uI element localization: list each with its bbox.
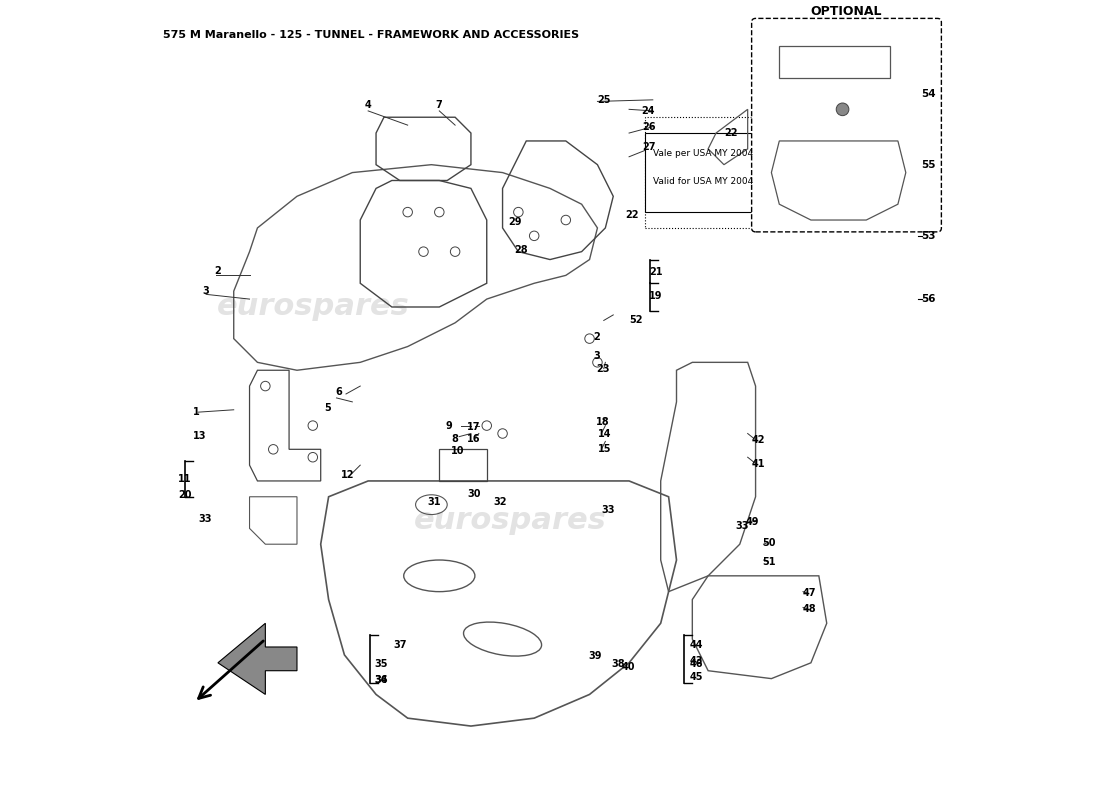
Text: 27: 27 bbox=[642, 142, 656, 152]
Text: 12: 12 bbox=[341, 470, 354, 480]
Text: 3: 3 bbox=[594, 351, 601, 361]
Text: Valid for USA MY 2004: Valid for USA MY 2004 bbox=[652, 177, 754, 186]
Text: 44: 44 bbox=[690, 641, 703, 650]
Text: 28: 28 bbox=[515, 245, 528, 255]
Text: 2: 2 bbox=[594, 332, 601, 342]
Text: 2: 2 bbox=[214, 266, 221, 277]
Text: 50: 50 bbox=[762, 538, 776, 548]
Text: 39: 39 bbox=[588, 651, 602, 662]
Text: 51: 51 bbox=[762, 557, 776, 566]
Text: 52: 52 bbox=[629, 314, 642, 325]
Text: 16: 16 bbox=[468, 434, 481, 444]
Text: 36: 36 bbox=[374, 675, 388, 686]
Text: 10: 10 bbox=[451, 446, 464, 456]
Text: eurospares: eurospares bbox=[414, 506, 607, 535]
Text: 56: 56 bbox=[922, 294, 936, 304]
Text: 55: 55 bbox=[922, 160, 936, 170]
Polygon shape bbox=[218, 623, 297, 694]
Text: 49: 49 bbox=[746, 517, 760, 527]
Text: 31: 31 bbox=[428, 498, 441, 507]
Text: 43: 43 bbox=[690, 656, 703, 666]
Text: eurospares: eurospares bbox=[217, 293, 409, 322]
Text: 32: 32 bbox=[493, 498, 507, 507]
Text: 24: 24 bbox=[641, 106, 654, 116]
Text: 47: 47 bbox=[803, 588, 816, 598]
Text: 7: 7 bbox=[436, 100, 442, 110]
Text: 35: 35 bbox=[374, 659, 388, 670]
Bar bbox=[645, 133, 756, 212]
Text: 33: 33 bbox=[602, 506, 615, 515]
Text: 46: 46 bbox=[690, 659, 703, 670]
Text: 25: 25 bbox=[597, 95, 611, 105]
Text: 26: 26 bbox=[642, 122, 656, 132]
Text: 15: 15 bbox=[597, 444, 611, 454]
Text: 575 M Maranello - 125 - TUNNEL - FRAMEWORK AND ACCESSORIES: 575 M Maranello - 125 - TUNNEL - FRAMEWO… bbox=[163, 30, 579, 40]
Text: 8: 8 bbox=[451, 434, 458, 444]
Text: 54: 54 bbox=[922, 89, 936, 98]
Text: 6: 6 bbox=[334, 387, 342, 398]
Text: 13: 13 bbox=[192, 431, 206, 441]
Text: 40: 40 bbox=[621, 662, 635, 672]
Text: 1: 1 bbox=[192, 407, 199, 417]
Text: 19: 19 bbox=[649, 291, 662, 301]
Text: 3: 3 bbox=[202, 286, 209, 296]
Circle shape bbox=[836, 103, 849, 116]
Text: 18: 18 bbox=[596, 418, 609, 427]
Text: 48: 48 bbox=[803, 604, 816, 614]
Text: 9: 9 bbox=[446, 421, 452, 430]
Text: 45: 45 bbox=[690, 672, 703, 682]
Text: Vale per USA MY 2004: Vale per USA MY 2004 bbox=[652, 149, 752, 158]
Text: 5: 5 bbox=[324, 403, 331, 414]
Text: 17: 17 bbox=[468, 422, 481, 432]
Text: 22: 22 bbox=[625, 210, 639, 220]
Text: 38: 38 bbox=[612, 659, 625, 670]
Text: 34: 34 bbox=[374, 675, 388, 686]
Text: 22: 22 bbox=[724, 128, 737, 138]
Text: 11: 11 bbox=[178, 474, 191, 484]
Text: 29: 29 bbox=[508, 217, 521, 226]
Text: 41: 41 bbox=[751, 458, 766, 469]
FancyBboxPatch shape bbox=[751, 18, 942, 232]
Text: OPTIONAL: OPTIONAL bbox=[811, 6, 882, 18]
Text: 30: 30 bbox=[468, 490, 481, 499]
Text: 20: 20 bbox=[178, 490, 191, 500]
Text: 42: 42 bbox=[751, 435, 766, 445]
Text: 33: 33 bbox=[736, 521, 749, 531]
Text: 37: 37 bbox=[394, 641, 407, 650]
Text: 21: 21 bbox=[649, 267, 662, 278]
Text: 4: 4 bbox=[364, 100, 371, 110]
Text: 14: 14 bbox=[597, 429, 611, 438]
Text: 23: 23 bbox=[596, 364, 609, 374]
Text: 53: 53 bbox=[922, 231, 936, 241]
Bar bbox=[645, 118, 756, 228]
Text: 33: 33 bbox=[198, 514, 211, 524]
